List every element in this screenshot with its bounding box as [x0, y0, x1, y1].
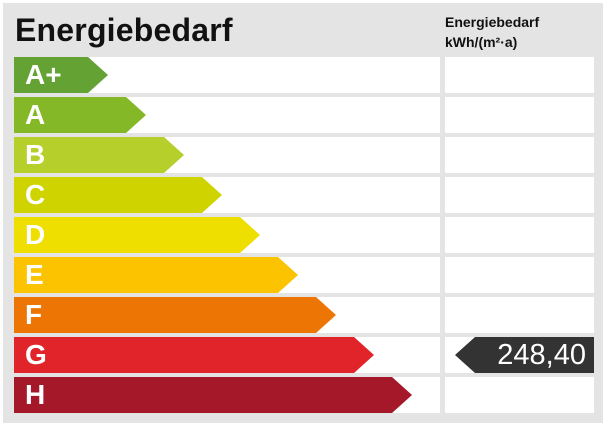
energy-label-frame: Energiebedarf Energiebedarf kWh/(m²·a) A… [3, 3, 603, 423]
class-bar-shape [14, 137, 184, 173]
class-row-f: F [14, 297, 440, 333]
class-row-d: D [14, 217, 440, 253]
class-bar-a [14, 97, 146, 133]
class-bar-shape [14, 97, 146, 133]
value-cell-c [445, 177, 594, 213]
class-row-a-plus: A+ [14, 57, 440, 93]
class-row-a: A [14, 97, 440, 133]
class-label: B [25, 139, 46, 170]
class-bar-a-plus [14, 57, 108, 93]
class-bar-b [14, 137, 184, 173]
class-row-h: H [14, 377, 440, 413]
class-bar-shape [14, 217, 260, 253]
value-marker-shape [455, 337, 594, 373]
class-bar-shape [14, 337, 374, 373]
class-label: G [25, 339, 47, 370]
class-label: A [25, 99, 46, 130]
value-cell-a-plus [445, 57, 594, 93]
class-row-c: C [14, 177, 440, 213]
class-bar-shape [14, 177, 222, 213]
class-row-e: E [14, 257, 440, 293]
class-bar-h [14, 377, 412, 413]
value-cell-h [445, 377, 594, 413]
class-bar-g [14, 337, 374, 373]
value-cell-e [445, 257, 594, 293]
value-marker [455, 337, 594, 373]
class-bar-c [14, 177, 222, 213]
value-cell-d [445, 217, 594, 253]
energy-value: 248,40 [497, 339, 586, 371]
value-column-header: Energiebedarf kWh/(m²·a) [445, 12, 539, 52]
value-cell-g: 248,40 [445, 337, 594, 373]
class-row-b: B [14, 137, 440, 173]
value-column-title: Energiebedarf [445, 14, 540, 30]
class-label: A+ [25, 59, 62, 90]
value-column-unit: kWh/(m²·a) [445, 34, 518, 50]
class-bar-shape [14, 257, 298, 293]
class-bar-e [14, 257, 298, 293]
class-label: D [25, 219, 46, 250]
class-label: E [25, 259, 44, 290]
value-cell-b [445, 137, 594, 173]
class-bar-d [14, 217, 260, 253]
class-label: C [25, 179, 46, 210]
value-cell-f [445, 297, 594, 333]
class-label: H [25, 379, 46, 410]
class-row-g: G [14, 337, 440, 373]
class-bar-f [14, 297, 336, 333]
class-bar-shape [14, 377, 412, 413]
value-cell-a [445, 97, 594, 133]
class-label: F [25, 299, 43, 330]
class-bar-shape [14, 57, 108, 93]
class-bar-shape [14, 297, 336, 333]
energy-label-title: Energiebedarf [15, 12, 233, 48]
